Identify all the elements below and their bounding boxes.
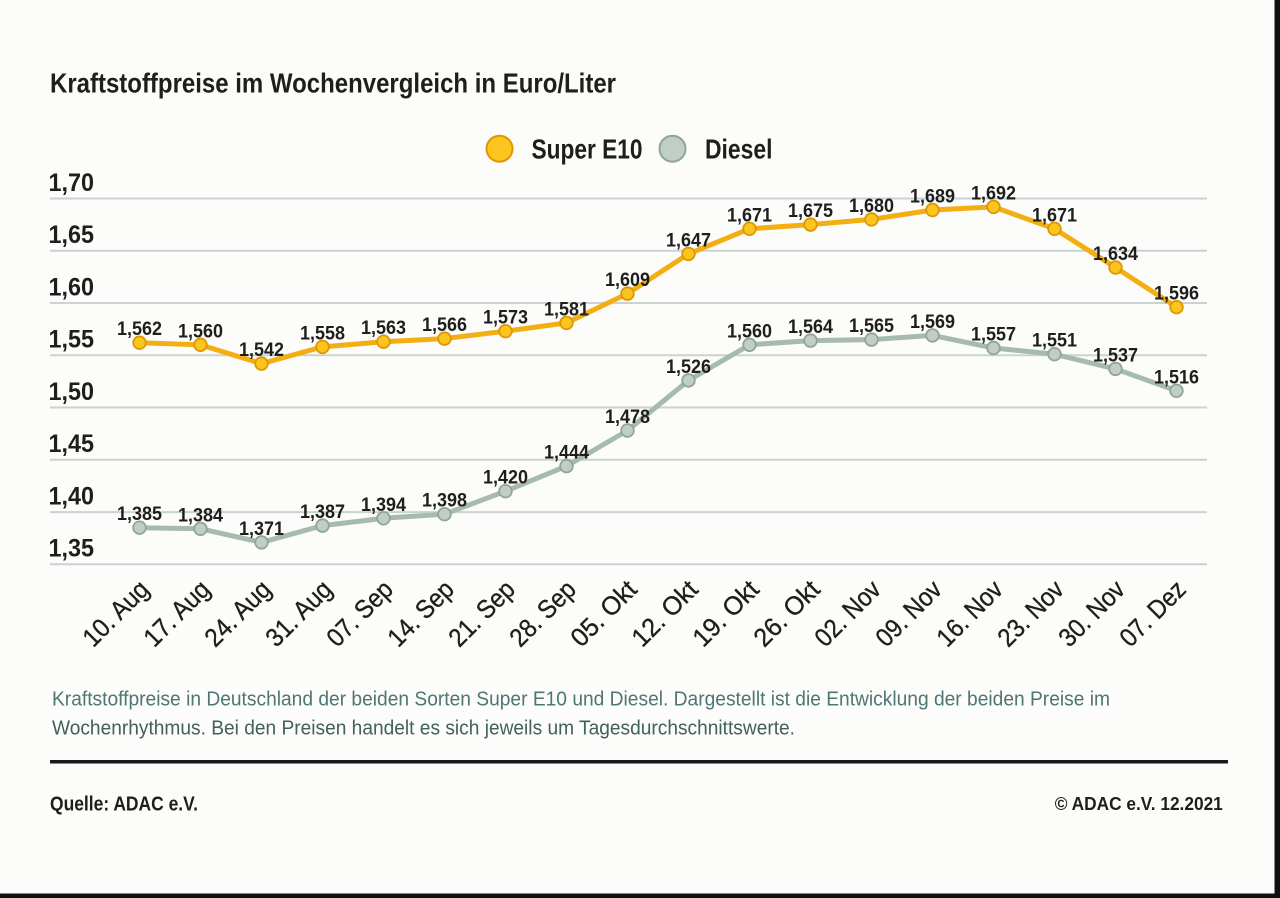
- svg-text:1,596: 1,596: [1154, 284, 1199, 305]
- svg-text:1,557: 1,557: [971, 325, 1016, 346]
- svg-text:1,70: 1,70: [49, 169, 95, 197]
- svg-text:1,537: 1,537: [1093, 345, 1138, 366]
- svg-text:1,647: 1,647: [666, 230, 711, 251]
- svg-text:1,60: 1,60: [49, 273, 95, 301]
- svg-text:1,394: 1,394: [361, 495, 406, 516]
- svg-text:1,634: 1,634: [1093, 244, 1138, 265]
- svg-text:1,566: 1,566: [422, 315, 467, 336]
- svg-text:1,65: 1,65: [49, 221, 95, 249]
- svg-text:Super E10: Super E10: [532, 134, 643, 165]
- svg-text:1,671: 1,671: [1032, 205, 1077, 226]
- svg-text:1,551: 1,551: [1032, 331, 1077, 352]
- svg-text:1,560: 1,560: [178, 321, 223, 342]
- svg-text:1,564: 1,564: [788, 317, 833, 338]
- svg-text:1,569: 1,569: [910, 312, 955, 333]
- svg-text:1,444: 1,444: [544, 443, 589, 464]
- svg-text:1,609: 1,609: [605, 270, 650, 291]
- svg-text:1,384: 1,384: [178, 505, 223, 526]
- svg-text:1,35: 1,35: [49, 535, 95, 563]
- svg-text:1,565: 1,565: [849, 316, 894, 337]
- svg-text:1,563: 1,563: [361, 318, 406, 339]
- svg-text:1,680: 1,680: [849, 196, 894, 217]
- svg-text:1,516: 1,516: [1154, 367, 1199, 388]
- svg-text:Wochenrhythmus. Bei den Preise: Wochenrhythmus. Bei den Preisen handelt …: [52, 718, 795, 740]
- svg-text:1,689: 1,689: [910, 187, 955, 208]
- svg-text:1,692: 1,692: [971, 183, 1016, 204]
- svg-text:1,581: 1,581: [544, 299, 589, 320]
- svg-text:1,45: 1,45: [49, 430, 95, 458]
- svg-text:1,40: 1,40: [49, 482, 95, 510]
- svg-text:Diesel: Diesel: [705, 134, 773, 165]
- svg-text:1,526: 1,526: [666, 357, 711, 378]
- svg-text:1,558: 1,558: [300, 323, 345, 344]
- svg-text:© ADAC e.V. 12.2021: © ADAC e.V. 12.2021: [1055, 793, 1223, 814]
- svg-text:1,562: 1,562: [117, 319, 162, 340]
- svg-text:Kraftstoffpreise im Wochenverg: Kraftstoffpreise im Wochenvergleich in E…: [50, 68, 616, 99]
- svg-text:1,542: 1,542: [239, 340, 284, 361]
- svg-text:1,371: 1,371: [239, 519, 284, 540]
- svg-text:1,55: 1,55: [49, 326, 95, 354]
- svg-text:1,671: 1,671: [727, 205, 772, 226]
- svg-text:1,675: 1,675: [788, 201, 833, 222]
- svg-text:Kraftstoffpreise in Deutschlan: Kraftstoffpreise in Deutschland der beid…: [52, 688, 1110, 710]
- svg-text:1,560: 1,560: [727, 321, 772, 342]
- svg-text:1,398: 1,398: [422, 491, 467, 512]
- svg-text:1,478: 1,478: [605, 407, 650, 428]
- svg-text:Quelle: ADAC e.V.: Quelle: ADAC e.V.: [50, 793, 198, 816]
- svg-text:1,50: 1,50: [49, 378, 95, 406]
- svg-text:1,385: 1,385: [117, 504, 162, 525]
- svg-text:1,387: 1,387: [300, 502, 345, 523]
- svg-text:1,420: 1,420: [483, 468, 528, 489]
- svg-text:1,573: 1,573: [483, 308, 528, 329]
